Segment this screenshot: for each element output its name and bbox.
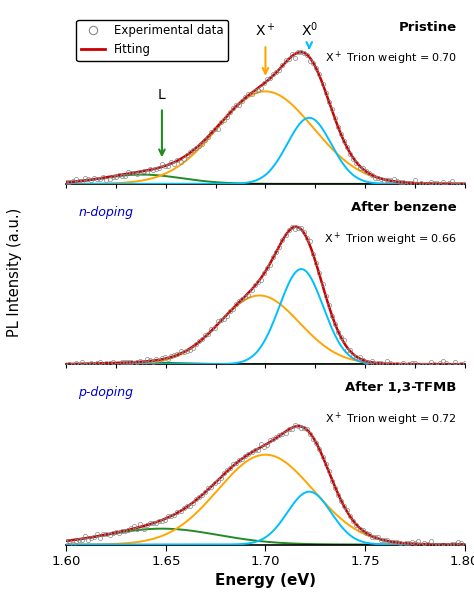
Text: X$^+$ Trion weight = 0.72: X$^+$ Trion weight = 0.72	[325, 411, 456, 428]
Legend: Experimental data, Fitting: Experimental data, Fitting	[76, 20, 228, 61]
Text: Pristine: Pristine	[399, 21, 456, 34]
Text: X$^+$ Trion weight = 0.70: X$^+$ Trion weight = 0.70	[325, 50, 456, 67]
Text: n-doping: n-doping	[78, 206, 133, 219]
Text: X$^+$ Trion weight = 0.66: X$^+$ Trion weight = 0.66	[324, 231, 456, 247]
Text: X$^+$: X$^+$	[255, 22, 276, 39]
Text: After benzene: After benzene	[351, 201, 456, 214]
Text: After 1,3-TFMB: After 1,3-TFMB	[345, 381, 456, 394]
Text: L: L	[158, 88, 166, 102]
Text: p-doping: p-doping	[78, 387, 133, 399]
Text: X$^0$: X$^0$	[301, 21, 318, 39]
X-axis label: Energy (eV): Energy (eV)	[215, 574, 316, 589]
Text: PL Intensity (a.u.): PL Intensity (a.u.)	[7, 208, 22, 337]
